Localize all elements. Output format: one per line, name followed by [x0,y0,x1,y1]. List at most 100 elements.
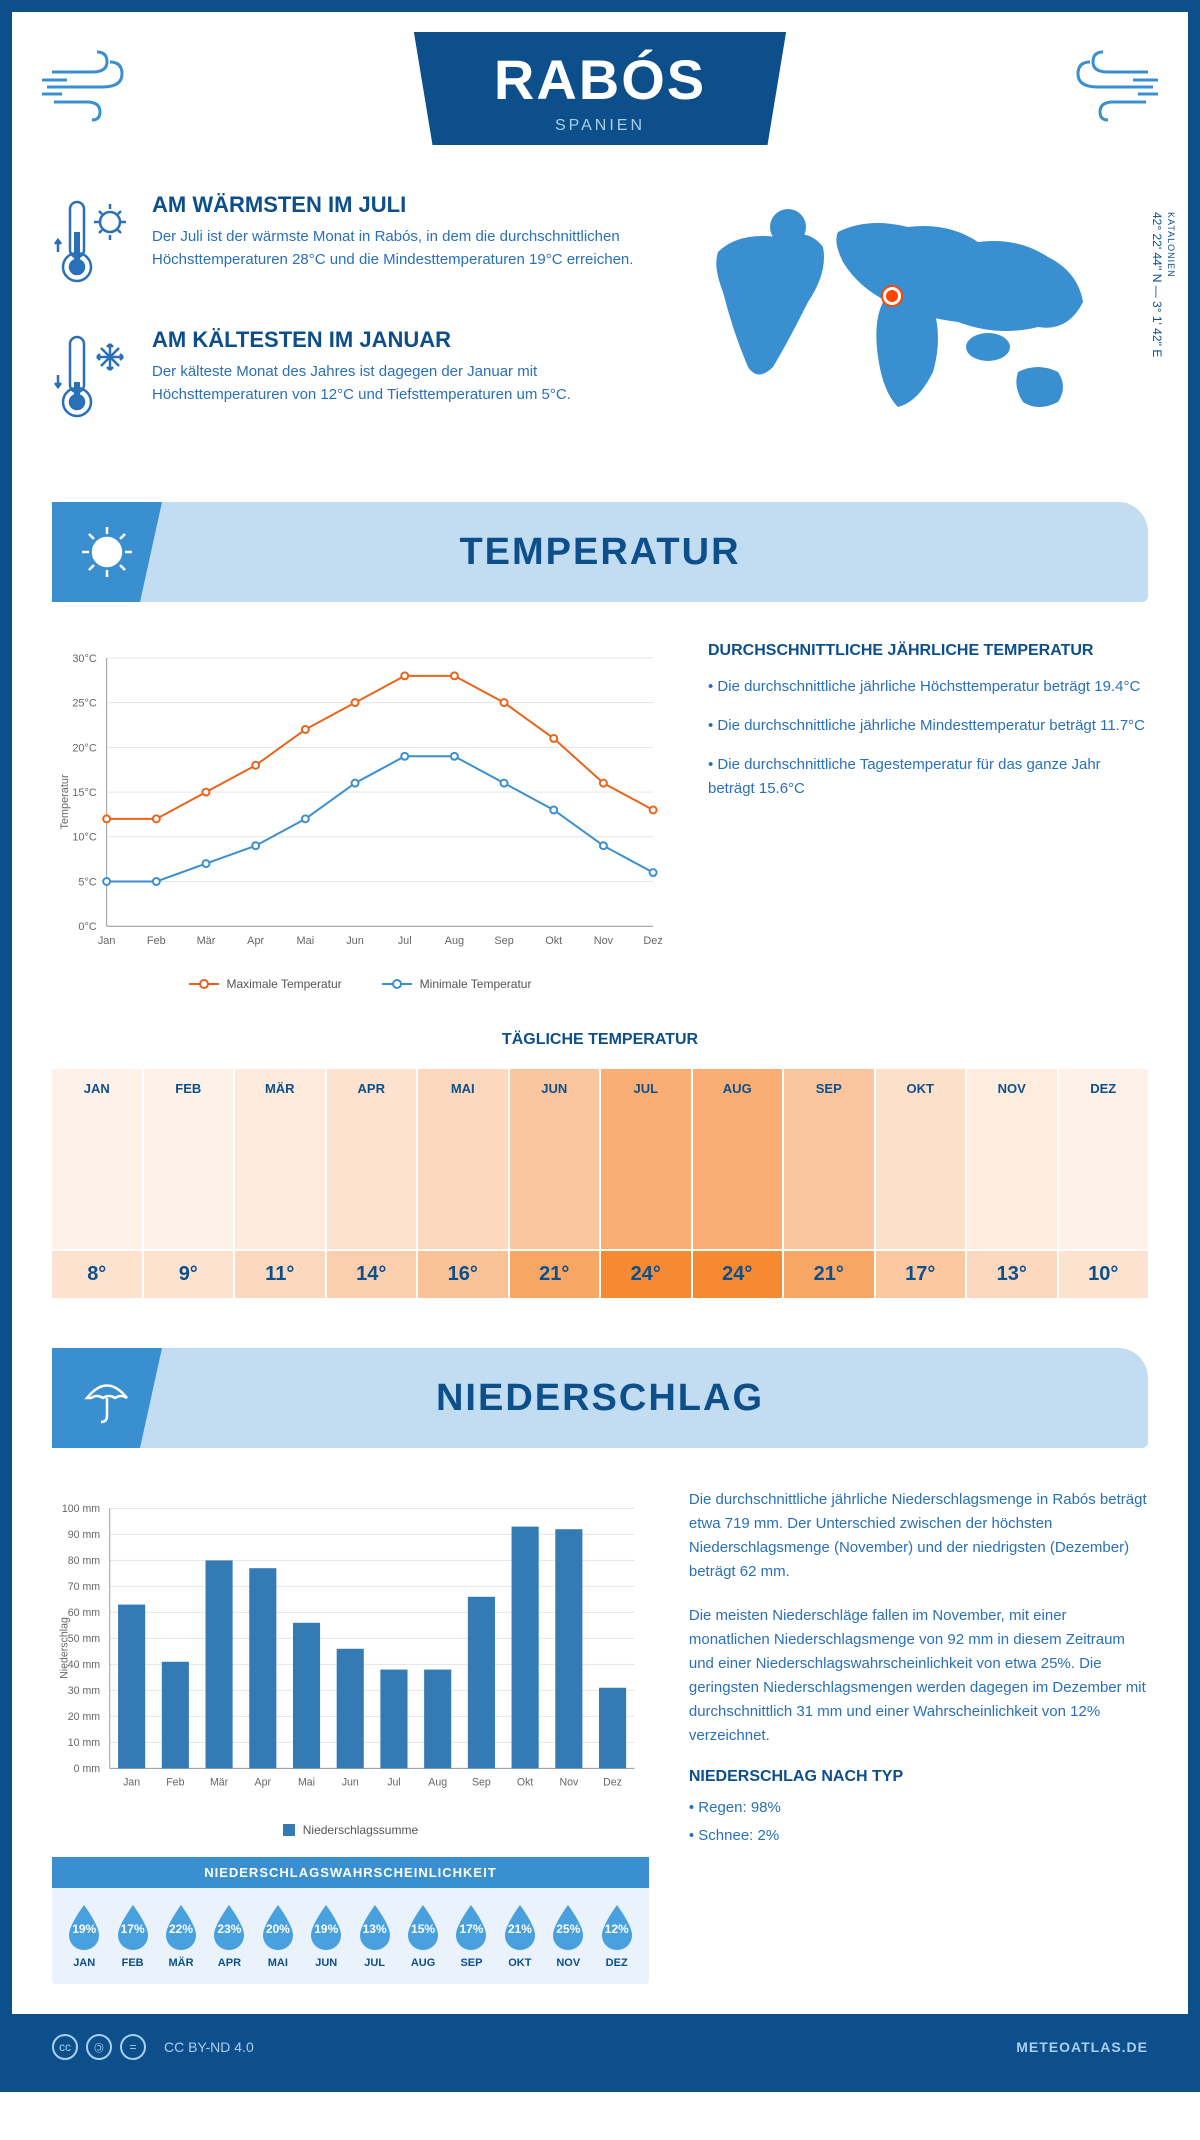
droplet-icon: 15% [404,1903,442,1951]
svg-text:Feb: Feb [166,1777,184,1789]
cc-icon: cc [52,2034,78,2060]
svg-text:10 mm: 10 mm [68,1737,101,1749]
svg-text:Okt: Okt [545,935,562,947]
world-map [688,192,1108,432]
prob-cell: 12% DEZ [594,1903,638,1969]
precip-section: 0 mm10 mm20 mm30 mm40 mm50 mm60 mm70 mm8… [52,1488,1148,1984]
precip-chart-legend: Niederschlagssumme [52,1823,649,1837]
heat-value: 21° [784,1251,874,1298]
heat-header: JUL [601,1069,691,1249]
city-title: RABÓS [494,47,706,112]
legend-min-marker: .legend-marker[style*="3a8fd0"]::after{b… [382,983,412,985]
svg-text:25°C: 25°C [72,698,96,710]
svg-text:Apr: Apr [247,935,264,947]
droplet-icon: 21% [501,1903,539,1951]
thermometer-snow-icon [52,327,132,432]
temp-info-bullet2: • Die durchschnittliche jährliche Mindes… [708,714,1148,738]
svg-text:Jun: Jun [346,935,364,947]
svg-text:Aug: Aug [445,935,464,947]
heat-value: 16° [418,1251,508,1298]
legend-max-marker: .legend-marker[style*="e8641b"]::after{b… [189,983,219,985]
svg-text:Nov: Nov [559,1777,579,1789]
heat-header: JAN [52,1069,142,1249]
temp-section: 0°C5°C10°C15°C20°C25°C30°CJanFebMärAprMa… [52,642,1148,991]
svg-text:10°C: 10°C [72,832,96,844]
heat-header: JUN [510,1069,600,1249]
climate-facts: AM WÄRMSTEN IM JULI Der Juli ist der wär… [52,192,658,462]
section-header-temp: TEMPERATUR [52,502,1148,602]
region-label: KATALONIEN [1166,212,1176,278]
daily-temp-title: TÄGLICHE TEMPERATUR [52,1031,1148,1049]
header: RABÓS SPANIEN [12,12,1188,192]
svg-text:Sep: Sep [494,935,513,947]
heat-value: 21° [510,1251,600,1298]
droplet-icon: 19% [65,1903,103,1951]
top-section: AM WÄRMSTEN IM JULI Der Juli ist der wär… [52,192,1148,462]
svg-text:Mai: Mai [297,935,315,947]
fact-warmest-title: AM WÄRMSTEN IM JULI [152,192,658,218]
coords-value: 42° 22' 44'' N — 3° 1' 42'' E [1150,212,1164,357]
svg-text:Niederschlag: Niederschlag [58,1617,70,1679]
heat-header: OKT [876,1069,966,1249]
svg-text:Dez: Dez [603,1777,622,1789]
precip-type1: • Regen: 98% [689,1796,1148,1820]
prob-cell: 17% FEB [110,1903,154,1969]
svg-text:0°C: 0°C [78,921,96,933]
source-label: METEOATLAS.DE [1016,2039,1148,2055]
title-banner: RABÓS SPANIEN [414,32,786,145]
thermometer-sun-icon [52,192,132,297]
svg-text:80 mm: 80 mm [68,1555,101,1567]
svg-text:30°C: 30°C [72,653,96,665]
svg-text:Mär: Mär [197,935,216,947]
svg-text:0 mm: 0 mm [74,1763,101,1775]
svg-text:20 mm: 20 mm [68,1711,101,1723]
droplet-icon: 20% [259,1903,297,1951]
precip-info: Die durchschnittliche jährliche Niedersc… [689,1488,1148,1984]
daily-temp-table: JANFEBMÄRAPRMAIJUNJULAUGSEPOKTNOVDEZ8°9°… [52,1069,1148,1298]
prob-cell: 23% APR [207,1903,251,1969]
temp-info-title: DURCHSCHNITTLICHE JÄHRLICHE TEMPERATUR [708,642,1148,660]
heat-header: AUG [693,1069,783,1249]
section-header-precip: NIEDERSCHLAG [52,1348,1148,1448]
license-label: CC BY-ND 4.0 [164,2039,254,2055]
droplet-icon: 25% [549,1903,587,1951]
fact-coldest-title: AM KÄLTESTEN IM JANUAR [152,327,658,353]
precip-para2: Die meisten Niederschläge fallen im Nove… [689,1604,1148,1748]
heat-header: DEZ [1059,1069,1149,1249]
svg-text:Temperatur: Temperatur [59,774,71,830]
heat-value: 13° [967,1251,1057,1298]
prob-title: NIEDERSCHLAGSWAHRSCHEINLICHKEIT [52,1857,649,1888]
svg-text:30 mm: 30 mm [68,1685,101,1697]
svg-text:Nov: Nov [594,935,614,947]
droplet-icon: 17% [114,1903,152,1951]
heat-header: FEB [144,1069,234,1249]
svg-text:Feb: Feb [147,935,166,947]
droplet-icon: 19% [307,1903,345,1951]
heat-value: 24° [693,1251,783,1298]
license-info: cc 🄯 = CC BY-ND 4.0 [52,2034,254,2060]
svg-text:70 mm: 70 mm [68,1581,101,1593]
droplet-icon: 22% [162,1903,200,1951]
section-title-precip: NIEDERSCHLAG [436,1377,764,1420]
droplet-icon: 12% [598,1903,636,1951]
prob-cell: 25% NOV [546,1903,590,1969]
svg-text:Mär: Mär [210,1777,229,1789]
temp-chart-legend: .legend-marker[style*="e8641b"]::after{b… [52,977,668,991]
prob-cell: 19% JUN [304,1903,348,1969]
heat-value: 9° [144,1251,234,1298]
precip-type2: • Schnee: 2% [689,1824,1148,1848]
svg-text:15°C: 15°C [72,787,96,799]
umbrella-icon [52,1348,162,1448]
svg-text:40 mm: 40 mm [68,1659,101,1671]
svg-text:Jul: Jul [387,1777,401,1789]
heat-value: 17° [876,1251,966,1298]
section-title-temp: TEMPERATUR [459,531,740,574]
heat-value: 11° [235,1251,325,1298]
prob-cell: 13% JUL [352,1903,396,1969]
heat-header: MAI [418,1069,508,1249]
by-icon: 🄯 [86,2034,112,2060]
temp-info: DURCHSCHNITTLICHE JÄHRLICHE TEMPERATUR •… [708,642,1148,991]
sun-icon [52,502,162,602]
heat-value: 24° [601,1251,691,1298]
prob-cell: 17% SEP [449,1903,493,1969]
